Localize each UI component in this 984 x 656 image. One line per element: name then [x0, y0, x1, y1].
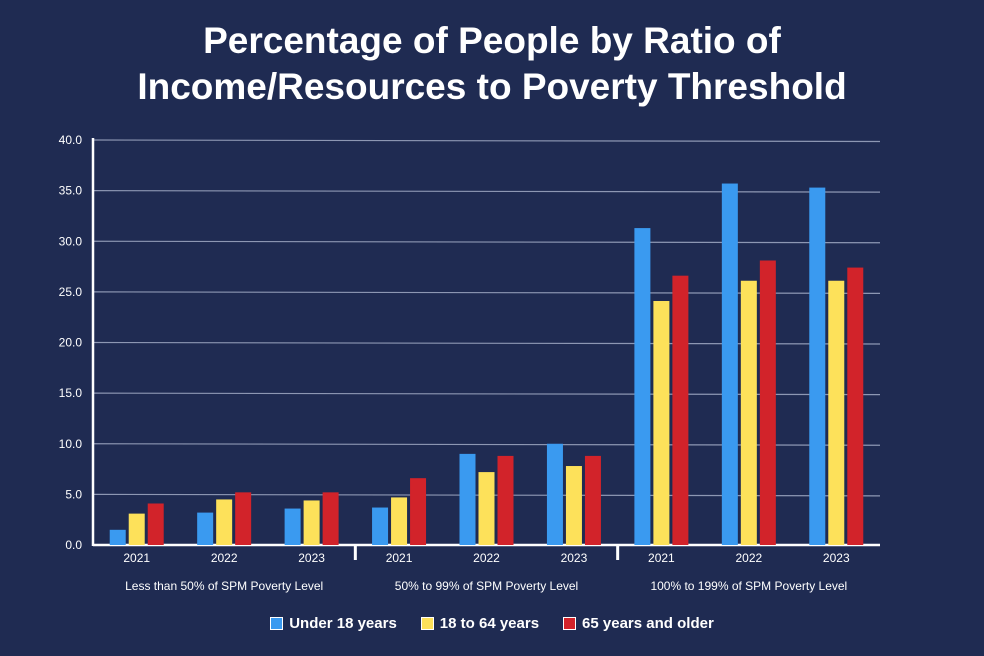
group-label: Less than 50% of SPM Poverty Level — [125, 579, 323, 593]
bar-65-years-and-older — [147, 503, 164, 545]
legend-swatch-18-to-64 — [420, 617, 434, 630]
bar-under-18-years — [459, 453, 476, 545]
x-tick-label: 2022 — [211, 551, 238, 565]
legend-label-18-to-64: 18 to 64 years — [439, 615, 540, 632]
y-tick-label: 35.0 — [59, 184, 83, 198]
bar-under-18-years — [372, 507, 389, 545]
bar-18-to-64-years — [565, 466, 582, 545]
x-tick-label: 2022 — [735, 551, 762, 565]
legend-item-18-to-64: 18 to 64 years — [420, 615, 540, 632]
bar-65-years-and-older — [584, 455, 601, 545]
chart-title-line-2: Income/Resources to Poverty Threshold — [137, 66, 847, 107]
y-tick-label: 30.0 — [59, 234, 83, 248]
bar-under-18-years — [109, 529, 126, 545]
bar-65-years-and-older — [235, 492, 252, 545]
bar-65-years-and-older — [497, 455, 514, 545]
bar-18-to-64-years — [828, 280, 845, 545]
chart-title: Percentage of People by Ratio of Income/… — [0, 18, 984, 110]
bar-18-to-64-years — [653, 300, 670, 545]
x-tick-label: 2023 — [561, 551, 588, 565]
legend-swatch-under-18 — [270, 617, 284, 630]
y-tick-label: 15.0 — [59, 386, 83, 400]
bar-under-18-years — [546, 443, 563, 545]
bar-under-18-years — [197, 512, 214, 545]
gridline — [92, 139, 881, 143]
y-tick-label: 5.0 — [65, 487, 82, 501]
group-label: 50% to 99% of SPM Poverty Level — [395, 579, 578, 593]
bar-65-years-and-older — [672, 275, 689, 545]
x-tick-label: 2022 — [473, 551, 500, 565]
bar-under-18-years — [809, 187, 826, 545]
bar-18-to-64-years — [216, 499, 233, 545]
legend-item-under-18: Under 18 years — [270, 615, 397, 632]
x-tick-label: 2023 — [823, 551, 850, 565]
y-tick-label: 0.0 — [65, 538, 82, 552]
bar-65-years-and-older — [322, 492, 339, 545]
bar-65-years-and-older — [847, 267, 864, 545]
legend-label-under-18: Under 18 years — [289, 615, 397, 632]
x-tick-label: 2021 — [648, 551, 675, 565]
bar-65-years-and-older — [410, 478, 427, 545]
bar-under-18-years — [634, 228, 651, 545]
bar-18-to-64-years — [303, 500, 320, 545]
y-tick-label: 40.0 — [59, 133, 83, 147]
x-tick-label: 2023 — [298, 551, 325, 565]
chart-title-line-1: Percentage of People by Ratio of — [203, 20, 781, 61]
x-tick-label: 2021 — [123, 551, 150, 565]
legend-item-65-plus: 65 years and older — [563, 615, 714, 632]
group-label: 100% to 199% of SPM Poverty Level — [650, 579, 847, 593]
bar-18-to-64-years — [391, 497, 408, 545]
legend: Under 18 years 18 to 64 years 65 years a… — [0, 615, 984, 632]
bar-18-to-64-years — [740, 280, 757, 545]
y-tick-label: 25.0 — [59, 285, 83, 299]
legend-label-65-plus: 65 years and older — [582, 615, 714, 632]
legend-swatch-65-plus — [563, 617, 577, 630]
bar-18-to-64-years — [128, 513, 145, 545]
bar-65-years-and-older — [759, 260, 776, 545]
bar-under-18-years — [284, 508, 301, 545]
y-tick-label: 20.0 — [59, 336, 83, 350]
bar-under-18-years — [721, 183, 738, 545]
gridline — [92, 190, 881, 193]
y-tick-label: 10.0 — [59, 437, 83, 451]
bar-18-to-64-years — [478, 472, 495, 545]
gridline — [92, 240, 881, 244]
x-tick-label: 2021 — [386, 551, 413, 565]
